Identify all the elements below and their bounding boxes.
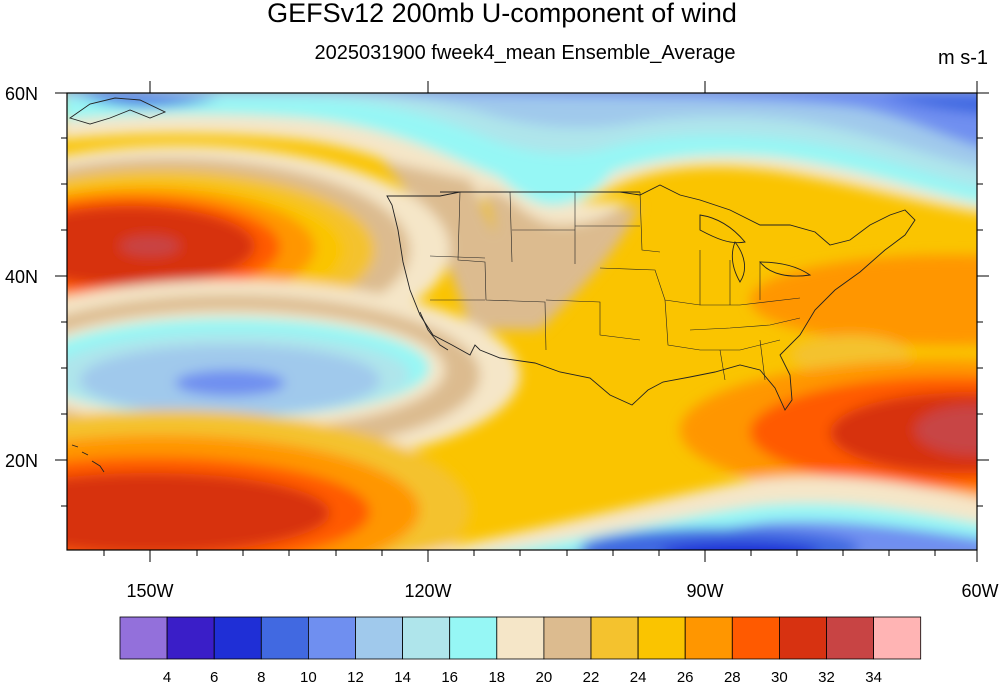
lon-label-150w: 150W [126, 581, 173, 601]
colorbar-swatch [731, 616, 780, 660]
colorbar-label: 26 [677, 669, 694, 684]
lat-label-20n: 20N [5, 451, 38, 471]
lat-label-60n: 60N [5, 84, 38, 104]
colorbar-label: 4 [163, 669, 171, 684]
colorbar-swatch [543, 616, 592, 660]
state-borders [429, 191, 801, 381]
colorbar-swatch [637, 616, 686, 660]
colorbar-swatch [402, 616, 451, 660]
colorbar-label: 24 [630, 669, 647, 684]
lat-label-40n: 40N [5, 267, 38, 287]
wind-field [67, 93, 977, 550]
colorbar-swatch [826, 616, 874, 660]
colorbar-label: 16 [441, 669, 458, 684]
lat-ticks [55, 92, 989, 507]
lon-label-90w: 90W [686, 581, 723, 601]
colorbar-label: 6 [210, 669, 218, 684]
colorbar-swatch [496, 616, 545, 660]
map-title: GEFSv12 200mb U-component of wind [267, 0, 737, 28]
lon-label-120w: 120W [404, 581, 451, 601]
colorbar-swatch [873, 616, 922, 660]
colorbar-label: 12 [347, 669, 364, 684]
map-subtitle: 2025031900 fweek4_mean Ensemble_Average [314, 42, 736, 64]
colorbar-swatch [590, 616, 639, 660]
units-label: m s-1 [938, 47, 988, 69]
colorbar: 4 6 8 10 12 14 16 18 20 22 24 26 28 30 32 34 [119, 616, 922, 684]
colorbar-swatch [213, 616, 262, 660]
colorbar-swatch [307, 616, 356, 660]
colorbar-swatch [449, 616, 498, 660]
colorbar-label: 10 [300, 669, 317, 684]
colorbar-swatch [166, 616, 215, 660]
lon-ticks [103, 81, 978, 562]
colorbar-label: 18 [488, 669, 505, 684]
coastlines [68, 97, 916, 473]
colorbar-label: 8 [257, 669, 265, 684]
colorbar-label: 30 [771, 669, 788, 684]
colorbar-label: 34 [865, 669, 882, 684]
colorbar-label: 28 [724, 669, 741, 684]
colorbar-label: 14 [394, 669, 411, 684]
colorbar-swatch [684, 616, 733, 660]
colorbar-label: 22 [583, 669, 600, 684]
colorbar-swatch [779, 616, 827, 660]
colorbar-label: 20 [536, 669, 553, 684]
colorbar-swatch [119, 616, 168, 660]
colorbar-swatch [260, 616, 309, 660]
lon-label-60w: 60W [961, 581, 998, 601]
colorbar-swatch [355, 616, 403, 660]
colorbar-label: 32 [818, 669, 835, 684]
